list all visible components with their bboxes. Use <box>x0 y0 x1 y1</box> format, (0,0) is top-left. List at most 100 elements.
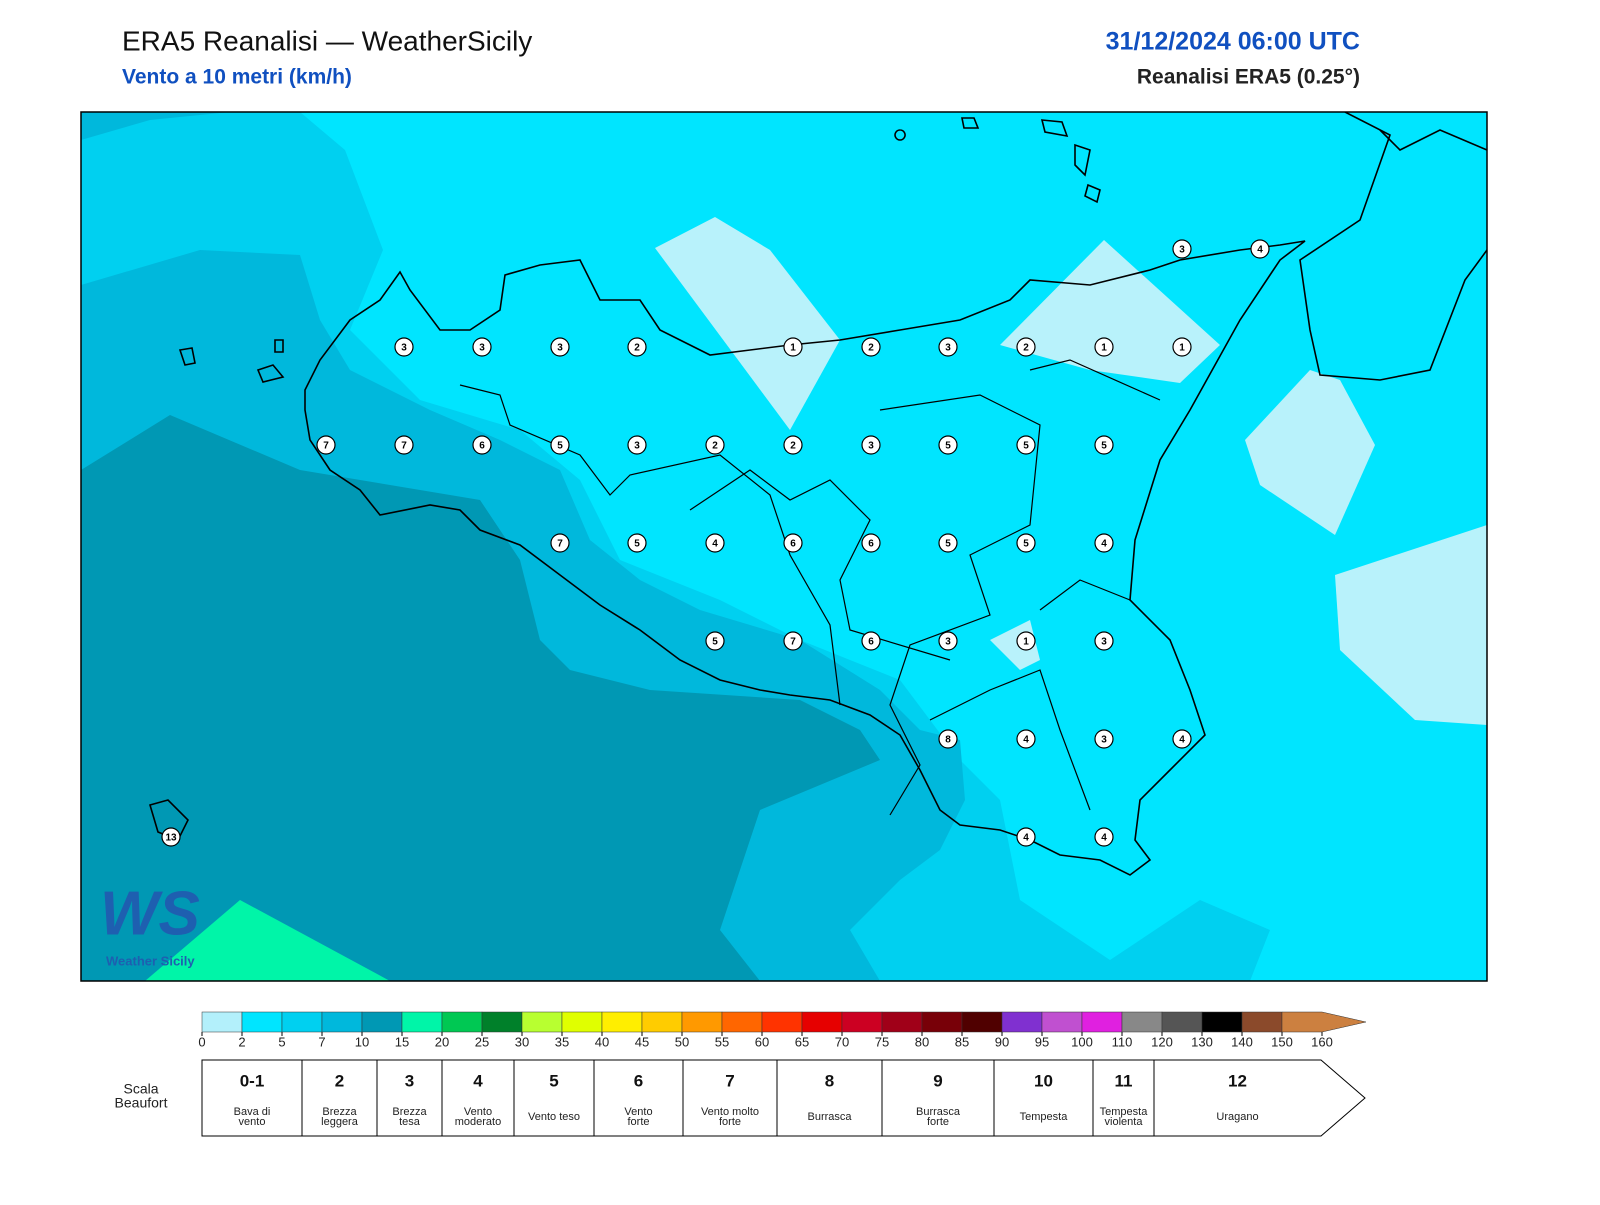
station-marker <box>1094 533 1114 553</box>
beaufort-force: 6 <box>634 1071 643 1090</box>
station-marker <box>938 337 958 357</box>
station-marker <box>1016 729 1036 749</box>
logo: WS Weather Sicily <box>100 879 200 968</box>
station-marker <box>938 533 958 553</box>
station-marker <box>161 827 181 847</box>
station-value: 2 <box>634 343 640 354</box>
colorbar-segment <box>1081 1011 1123 1033</box>
beaufort-desc: Tempesta <box>1100 1106 1149 1118</box>
station-marker <box>1094 827 1114 847</box>
beaufort-force: 10 <box>1034 1071 1053 1090</box>
station-marker <box>938 729 958 749</box>
datetime: 31/12/2024 06:00 UTC <box>1106 28 1360 56</box>
beaufort-desc: forte <box>627 1116 649 1128</box>
beaufort-desc: leggera <box>321 1116 359 1128</box>
station-value: 1 <box>1101 343 1107 354</box>
station-value: 3 <box>479 343 485 354</box>
beaufort-label: Beaufort <box>115 1095 168 1111</box>
colorbar-segment <box>881 1011 923 1033</box>
colorbar-tick-label: 65 <box>795 1034 809 1049</box>
station-marker <box>550 337 570 357</box>
beaufort-desc: Brezza <box>392 1106 427 1118</box>
station-value: 3 <box>945 343 951 354</box>
station-marker <box>938 631 958 651</box>
station-value: 4 <box>1179 735 1185 746</box>
beaufort-desc: Vento <box>464 1106 492 1118</box>
colorbar-segment <box>1281 1011 1367 1033</box>
colorbar-tick-label: 100 <box>1071 1034 1093 1049</box>
wind-zone <box>1335 525 1487 725</box>
station-marker <box>783 631 803 651</box>
colorbar-segment <box>1041 1011 1083 1033</box>
map-frame <box>80 111 1488 982</box>
logo-name: Weather Sicily <box>106 953 195 968</box>
station-value: 1 <box>1179 343 1185 354</box>
station-value: 5 <box>1023 539 1029 550</box>
colorbar-tick-label: 45 <box>635 1034 649 1049</box>
wind-zone <box>145 900 390 981</box>
station-marker <box>1172 239 1192 259</box>
station-value: 3 <box>1101 735 1107 746</box>
beaufort-label: Scala <box>123 1081 158 1097</box>
station-marker <box>1016 533 1036 553</box>
colorbar-tick-label: 10 <box>355 1034 369 1049</box>
colorbar-segment <box>201 1011 243 1033</box>
colorbar-tick-label: 160 <box>1311 1034 1333 1049</box>
station-value: 3 <box>868 441 874 452</box>
colorbar-segment <box>401 1011 443 1033</box>
station-marker <box>627 435 647 455</box>
islands <box>149 117 1101 842</box>
beaufort-desc: Burrasca <box>807 1111 852 1123</box>
station-marker <box>316 435 336 455</box>
colorbar-tick-label: 7 <box>318 1034 325 1049</box>
station-value: 4 <box>1023 735 1029 746</box>
station-value: 2 <box>712 441 718 452</box>
colorbar-segment <box>1121 1011 1163 1033</box>
station-marker <box>861 533 881 553</box>
station-marker <box>1016 337 1036 357</box>
station-marker <box>705 631 725 651</box>
station-marker <box>1172 337 1192 357</box>
station-marker <box>472 435 492 455</box>
station-marker <box>783 435 803 455</box>
colorbar-tick-label: 35 <box>555 1034 569 1049</box>
beaufort-desc: forte <box>927 1116 949 1128</box>
colorbar-tick-label: 2 <box>238 1034 245 1049</box>
calabria-coast <box>1379 129 1487 151</box>
colorbar-tick-label: 90 <box>995 1034 1009 1049</box>
colorbar-segment <box>561 1011 603 1033</box>
station-value: 6 <box>868 539 874 550</box>
wind-zone <box>81 415 880 981</box>
station-value: 3 <box>557 343 563 354</box>
station-value: 7 <box>790 637 796 648</box>
station-marker <box>861 337 881 357</box>
station-marker <box>1094 435 1114 455</box>
station-value: 5 <box>557 441 563 452</box>
station-marker <box>472 337 492 357</box>
colorbar-segment <box>641 1011 683 1033</box>
beaufort-desc: violenta <box>1105 1116 1144 1128</box>
colorbar-segment <box>1001 1011 1043 1033</box>
station-value: 5 <box>1023 441 1029 452</box>
beaufort-desc: Vento <box>624 1106 652 1118</box>
beaufort-desc: Bava di <box>234 1106 271 1118</box>
beaufort-frame <box>201 1059 1366 1137</box>
station-value: 2 <box>1023 343 1029 354</box>
station-value: 3 <box>401 343 407 354</box>
station-value: 7 <box>401 441 407 452</box>
wind-zone <box>1245 370 1375 535</box>
logo-mark: WS <box>100 879 200 948</box>
colorbar-tick-label: 5 <box>278 1034 285 1049</box>
beaufort-desc: vento <box>239 1116 266 1128</box>
station-value: 2 <box>868 343 874 354</box>
station-marker <box>861 631 881 651</box>
colorbar-segment <box>521 1011 563 1033</box>
station-marker <box>1172 729 1192 749</box>
colorbar: 0 2 5 7 10 15 20 25 30 35 40 45 50 55 60 65 70 75 80 85 90 95… <box>198 1011 1367 1049</box>
colorbar-tick-label: 130 <box>1191 1034 1213 1049</box>
colorbar-segment <box>1201 1011 1243 1033</box>
colorbar-tick-label: 95 <box>1035 1034 1049 1049</box>
station-value: 5 <box>712 637 718 648</box>
